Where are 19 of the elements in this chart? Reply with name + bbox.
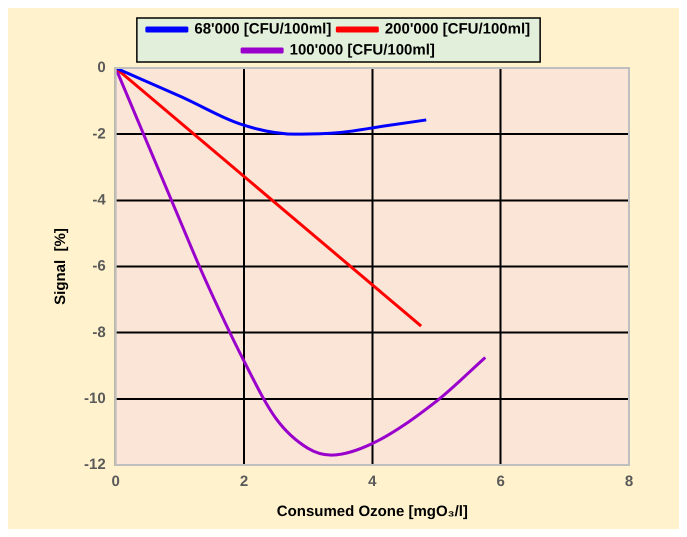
y-tick-label: -4 <box>92 191 106 208</box>
x-tick-label: 0 <box>112 473 120 490</box>
x-axis-title: Consumed Ozone [mgO₃/l] <box>276 503 468 520</box>
y-axis-title: Signal [%] <box>52 228 70 305</box>
legend-label: 200'000 [CFU/100ml] <box>384 20 530 38</box>
x-tick-label: 4 <box>368 473 378 490</box>
legend-label: 68'000 [CFU/100ml] <box>194 20 332 38</box>
legend-label: 100'000 [CFU/100ml] <box>290 42 435 59</box>
x-tick-label: 6 <box>496 473 505 490</box>
x-tick-label: 2 <box>240 473 248 490</box>
y-tick-label: -10 <box>84 390 106 407</box>
line-series <box>116 68 487 457</box>
y-tick-label: -2 <box>92 125 106 142</box>
line-series <box>116 68 428 136</box>
y-tick-label: -6 <box>92 258 106 275</box>
y-tick-label: -8 <box>92 324 106 341</box>
y-tick-label: 0 <box>97 59 106 76</box>
y-tick-label: -12 <box>84 456 106 474</box>
x-tick-label: 8 <box>624 473 634 490</box>
